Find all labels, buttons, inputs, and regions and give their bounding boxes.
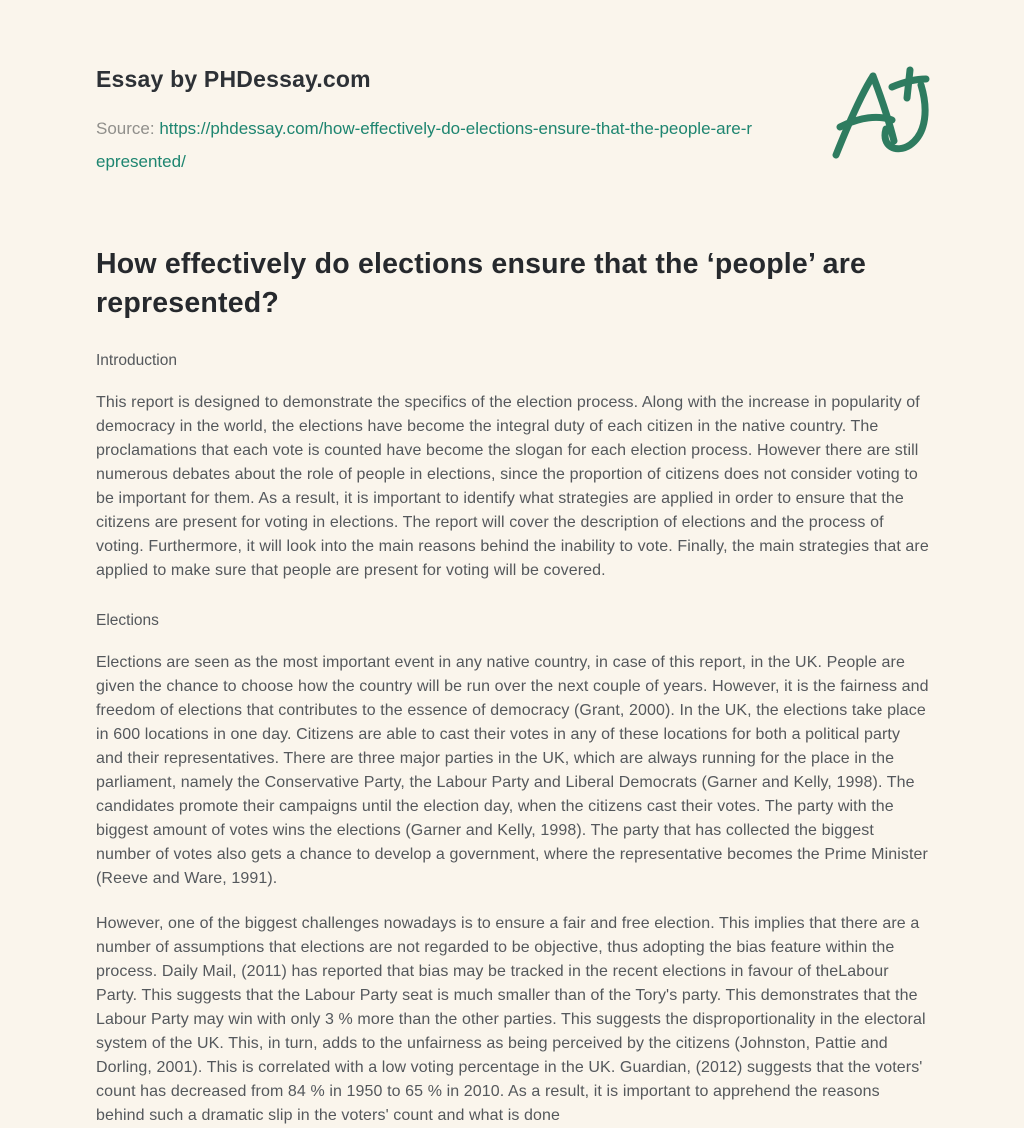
header-text-block: Essay by PHDessay.com Source: https://ph… — [96, 66, 756, 178]
page-title: How effectively do elections ensure that… — [96, 248, 867, 319]
paragraph: However, one of the biggest challenges n… — [96, 915, 926, 1124]
section-heading-elections: Elections — [96, 612, 159, 629]
source-line: Source: https://phdessay.com/how-effecti… — [96, 112, 756, 178]
paragraph: Elections are seen as the most important… — [96, 654, 929, 887]
essay-page: Essay by PHDessay.com Source: https://ph… — [96, 66, 930, 1124]
essay-byline: Essay by PHDessay.com — [96, 66, 371, 92]
source-label: Source: — [96, 119, 160, 138]
paragraph: This report is designed to demonstrate t… — [96, 394, 929, 579]
a-plus-logo-icon — [830, 64, 930, 164]
source-url-link[interactable]: https://phdessay.com/how-effectively-do-… — [96, 119, 753, 171]
page-header: Essay by PHDessay.com Source: https://ph… — [96, 66, 930, 178]
section-heading-introduction: Introduction — [96, 352, 177, 369]
